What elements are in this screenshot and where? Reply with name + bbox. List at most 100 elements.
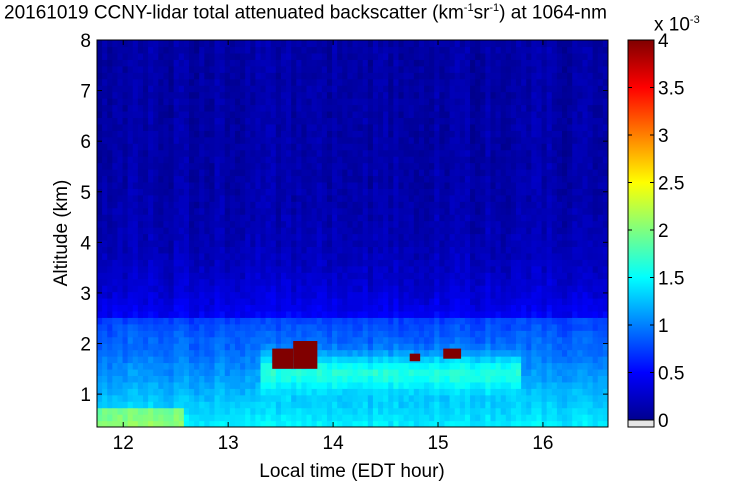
heatmap-cell [234, 304, 241, 312]
heatmap-cell [188, 117, 195, 125]
heatmap-cell [449, 181, 456, 189]
heatmap-cell [352, 336, 359, 344]
heatmap-cell [398, 175, 405, 183]
heatmap-cell [516, 40, 522, 48]
heatmap-cell [378, 214, 384, 222]
heatmap-cell [464, 136, 471, 144]
heatmap-cell [229, 136, 236, 144]
heatmap-cell [255, 40, 262, 48]
heatmap-cell [388, 175, 394, 183]
heatmap-cell [408, 317, 415, 325]
heatmap-cell [413, 317, 420, 325]
heatmap-cell [219, 117, 226, 125]
heatmap-cell [311, 420, 318, 427]
heatmap-cell [510, 381, 517, 389]
heatmap-cell [142, 323, 149, 331]
heatmap-cell [326, 98, 333, 106]
heatmap-cell [485, 407, 492, 415]
heatmap-cell [470, 356, 476, 364]
heatmap-cell [311, 252, 318, 260]
heatmap-cell [480, 123, 486, 131]
heatmap-cell [296, 394, 302, 402]
heatmap-cell [470, 310, 476, 318]
heatmap-cell [475, 420, 481, 427]
heatmap-cell [137, 98, 144, 106]
heatmap-cell [265, 227, 272, 235]
heatmap-cell [398, 401, 405, 409]
heatmap-cell [142, 117, 149, 125]
heatmap-cell [357, 214, 364, 222]
heatmap-cell [362, 239, 369, 247]
heatmap-cell [516, 123, 522, 131]
heatmap-cell [122, 227, 129, 235]
heatmap-cell [516, 169, 522, 177]
heatmap-cell [403, 227, 410, 235]
heatmap-cell [464, 143, 471, 151]
heatmap-cell [117, 414, 124, 422]
heatmap-cell [470, 46, 476, 54]
heatmap-cell [372, 298, 379, 306]
heatmap-cell [383, 310, 389, 318]
heatmap-cell [234, 85, 241, 93]
heatmap-cell [418, 362, 425, 370]
heatmap-cell [403, 123, 410, 131]
heatmap-cell [485, 343, 492, 351]
heatmap-cell [229, 252, 236, 260]
heatmap-cell [413, 149, 420, 157]
heatmap-cell [434, 98, 440, 106]
heatmap-cell [311, 381, 318, 389]
heatmap-cell [429, 169, 435, 177]
heatmap-cell [219, 136, 226, 144]
heatmap-cell [229, 91, 236, 99]
heatmap-cell [107, 233, 113, 241]
heatmap-cell [188, 181, 195, 189]
heatmap-cell [168, 149, 175, 157]
heatmap-cell [219, 181, 226, 189]
heatmap-cell [286, 375, 292, 383]
heatmap-cell [342, 265, 348, 273]
heatmap-cell [306, 407, 313, 415]
heatmap-cell [332, 201, 338, 209]
heatmap-cell [306, 381, 313, 389]
heatmap-cell [250, 65, 257, 73]
heatmap-cell [229, 278, 236, 286]
heatmap-cell [342, 156, 348, 164]
heatmap-cell [97, 104, 103, 112]
heatmap-cell [311, 91, 318, 99]
heatmap-cell [306, 72, 313, 80]
heatmap-cell [204, 201, 211, 209]
heatmap-cell [183, 110, 190, 118]
heatmap-cell [418, 98, 425, 106]
heatmap-cell [326, 298, 333, 306]
heatmap-cell [204, 104, 211, 112]
heatmap-cell [132, 336, 139, 344]
heatmap-cell [510, 123, 517, 131]
heatmap-cell [291, 278, 297, 286]
heatmap-cell [429, 136, 435, 144]
heatmap-cell [367, 214, 374, 222]
heatmap-cell [280, 214, 287, 222]
heatmap-cell [475, 291, 481, 299]
heatmap-cell [142, 420, 149, 427]
heatmap-cell [516, 401, 522, 409]
heatmap-cell [434, 201, 440, 209]
heatmap-cell [495, 368, 502, 376]
heatmap-cell [214, 78, 221, 86]
heatmap-cell [449, 233, 456, 241]
heatmap-cell [112, 388, 119, 396]
heatmap-cell [286, 85, 292, 93]
heatmap-cell [107, 259, 113, 267]
heatmap-cell [480, 278, 486, 286]
heatmap-cell [495, 323, 502, 331]
heatmap-cell [480, 233, 486, 241]
heatmap-cell [214, 136, 221, 144]
heatmap-cell [158, 278, 165, 286]
heatmap-cell [342, 98, 348, 106]
heatmap-cell [505, 291, 512, 299]
heatmap-cell [102, 201, 108, 209]
heatmap-cell [342, 207, 348, 215]
heatmap-cell [470, 323, 476, 331]
heatmap-cell [510, 336, 517, 344]
heatmap-cell [337, 104, 343, 112]
heatmap-cell [245, 278, 251, 286]
